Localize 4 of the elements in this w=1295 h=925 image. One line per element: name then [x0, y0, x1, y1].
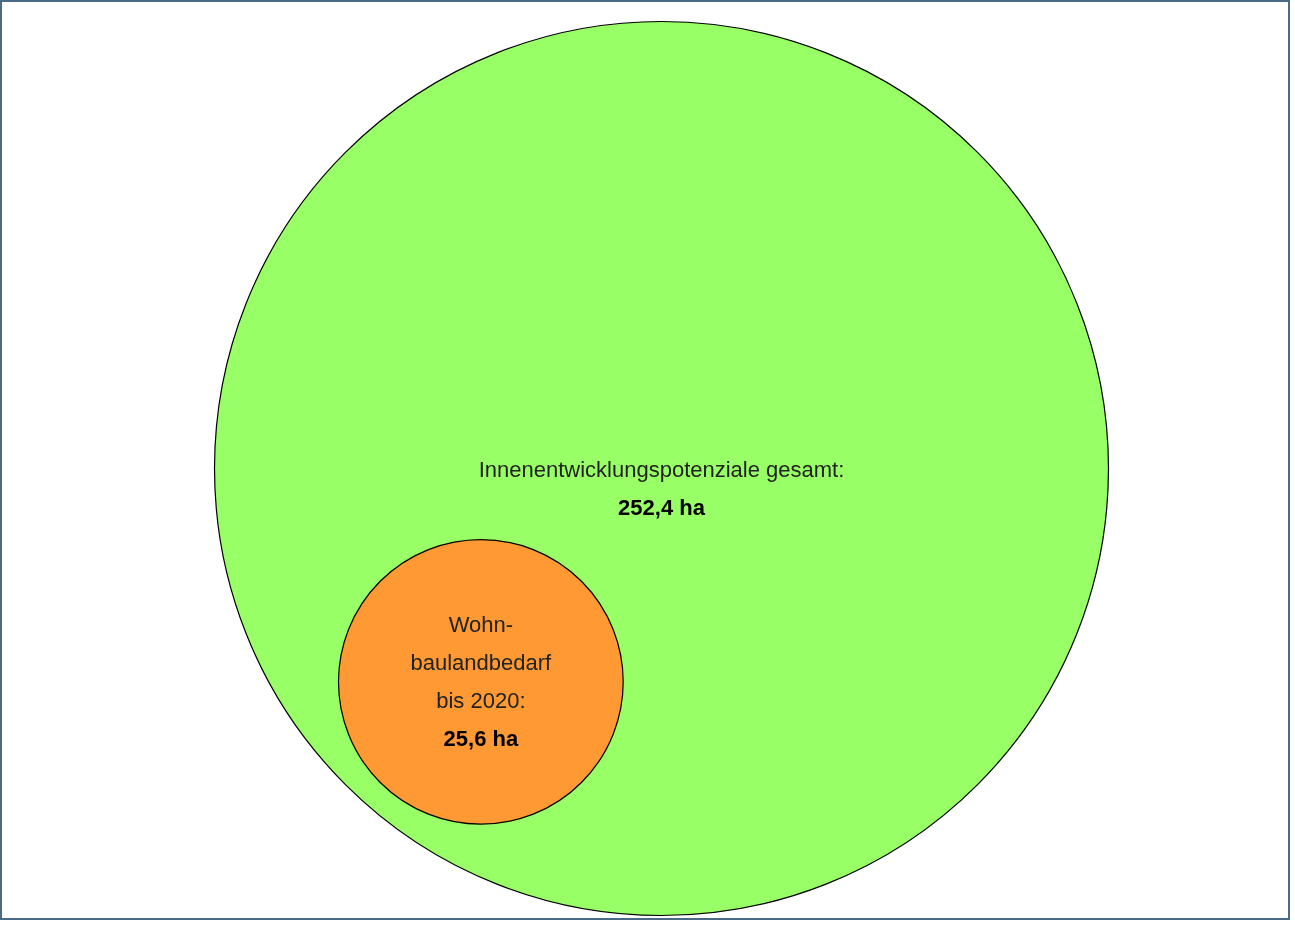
- text: Wohn- baulandbedarf bis 2020:: [410, 612, 553, 714]
- data-label: 252,4 ha: [618, 495, 706, 520]
- data-label: 25,6 ha: [443, 726, 519, 752]
- text: Innenentwicklungspotenziale gesamt:: [478, 457, 845, 482]
